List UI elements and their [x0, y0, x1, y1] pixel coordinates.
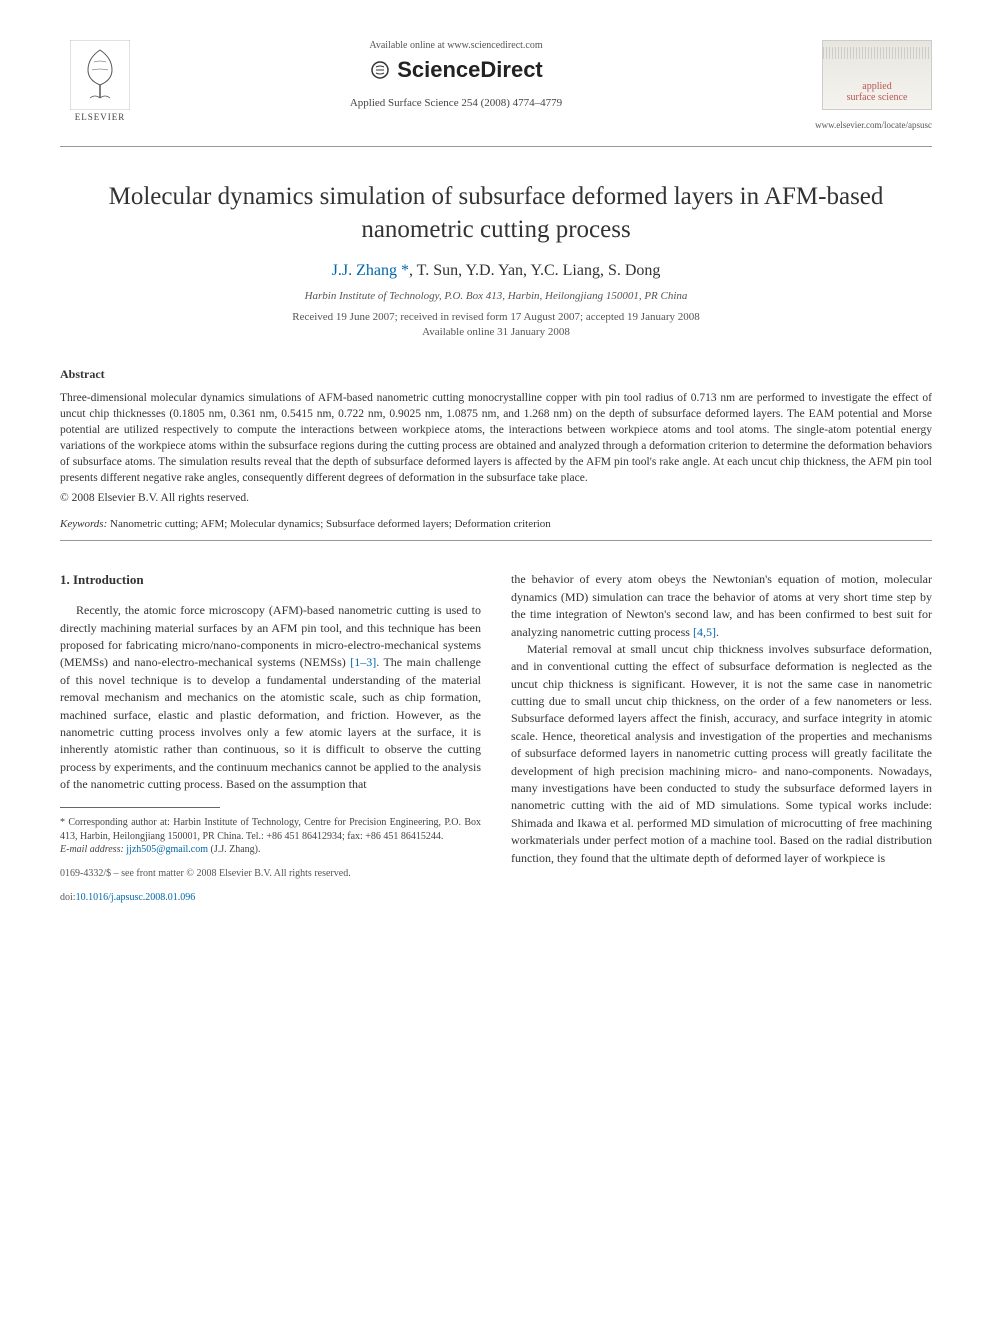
- column-left: 1. Introduction Recently, the atomic for…: [60, 571, 481, 905]
- doi-link[interactable]: 10.1016/j.apsusc.2008.01.096: [76, 892, 196, 903]
- article-title: Molecular dynamics simulation of subsurf…: [60, 181, 932, 246]
- abstract-copyright: © 2008 Elsevier B.V. All rights reserved…: [60, 492, 932, 504]
- doi-label: doi:: [60, 892, 76, 903]
- col2-paragraph-2: Material removal at small uncut chip thi…: [511, 641, 932, 867]
- abstract-body: Three-dimensional molecular dynamics sim…: [60, 392, 932, 484]
- author-link[interactable]: J.J. Zhang: [332, 262, 397, 279]
- email-author: (J.J. Zhang).: [208, 844, 261, 855]
- journal-cover-pattern: [823, 47, 931, 59]
- col2-p1-part-b: .: [716, 625, 719, 639]
- elsevier-tree-icon: [70, 40, 130, 110]
- journal-header: ELSEVIER Available online at www.science…: [60, 40, 932, 147]
- journal-cover: applied surface science: [822, 40, 932, 110]
- col2-p1-part-a: the behavior of every atom obeys the New…: [511, 572, 932, 638]
- email-footnote: E-mail address: jjzh505@gmail.com (J.J. …: [60, 843, 481, 857]
- abstract-text: Three-dimensional molecular dynamics sim…: [60, 390, 932, 487]
- reference-link-4-5[interactable]: [4,5]: [693, 625, 716, 639]
- journal-block: applied surface science www.elsevier.com…: [772, 40, 932, 130]
- keywords-label: Keywords:: [60, 518, 107, 530]
- dates-received: Received 19 June 2007; received in revis…: [292, 311, 700, 323]
- elsevier-logo: ELSEVIER: [60, 40, 140, 122]
- introduction-heading: 1. Introduction: [60, 571, 481, 590]
- footnote-divider: [60, 807, 220, 808]
- journal-name-line2: surface science: [847, 92, 908, 103]
- journal-name: applied surface science: [847, 81, 908, 103]
- authors-list: J.J. Zhang *, T. Sun, Y.D. Yan, Y.C. Lia…: [60, 262, 932, 280]
- article-dates: Received 19 June 2007; received in revis…: [60, 310, 932, 341]
- email-label: E-mail address:: [60, 844, 124, 855]
- available-online-text: Available online at www.sciencedirect.co…: [160, 40, 752, 51]
- reference-link-1-3[interactable]: [1–3]: [350, 655, 376, 669]
- footer-issn: 0169-4332/$ – see front matter © 2008 El…: [60, 867, 481, 881]
- sciencedirect-icon: [369, 59, 391, 81]
- intro-paragraph-1: Recently, the atomic force microscopy (A…: [60, 602, 481, 793]
- affiliation: Harbin Institute of Technology, P.O. Box…: [60, 290, 932, 302]
- col2-paragraph-1: the behavior of every atom obeys the New…: [511, 571, 932, 641]
- keywords: Keywords: Nanometric cutting; AFM; Molec…: [60, 518, 932, 530]
- column-right: the behavior of every atom obeys the New…: [511, 571, 932, 905]
- keywords-list: Nanometric cutting; AFM; Molecular dynam…: [107, 518, 551, 530]
- intro-p1-part-b: . The main challenge of this novel techn…: [60, 655, 481, 791]
- footer-doi: doi:10.1016/j.apsusc.2008.01.096: [60, 891, 481, 905]
- corresponding-star: *: [397, 262, 409, 279]
- article-citation: Applied Surface Science 254 (2008) 4774–…: [160, 97, 752, 109]
- journal-url: www.elsevier.com/locate/apsusc: [815, 120, 932, 130]
- email-link[interactable]: jjzh505@gmail.com: [126, 844, 208, 855]
- sciencedirect-text: ScienceDirect: [397, 57, 543, 83]
- section-divider: [60, 540, 932, 541]
- sciencedirect-logo: ScienceDirect: [160, 57, 752, 83]
- elsevier-label: ELSEVIER: [75, 112, 126, 122]
- header-center: Available online at www.sciencedirect.co…: [140, 40, 772, 109]
- dates-online: Available online 31 January 2008: [422, 326, 570, 338]
- body-columns: 1. Introduction Recently, the atomic for…: [60, 571, 932, 905]
- journal-name-line1: applied: [862, 81, 891, 92]
- corresponding-footnote: * Corresponding author at: Harbin Instit…: [60, 816, 481, 843]
- abstract-heading: Abstract: [60, 367, 932, 382]
